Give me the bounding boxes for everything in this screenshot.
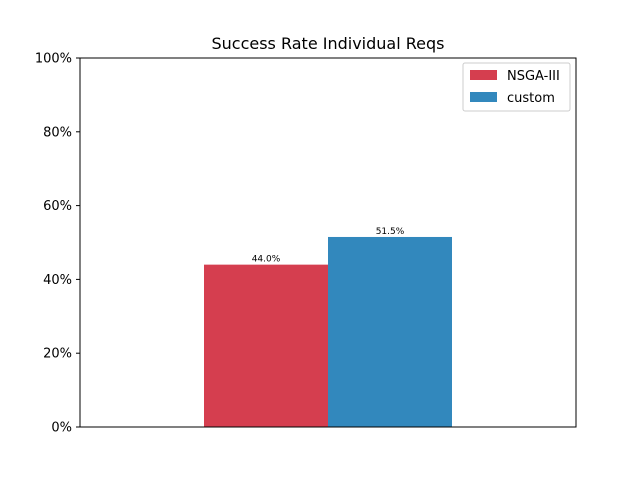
legend-swatch	[470, 70, 497, 80]
y-tick-label: 100%	[35, 52, 72, 67]
y-tick-label: 0%	[51, 421, 72, 436]
bars-layer: 44.0% 51.5%	[204, 227, 452, 427]
bar-nsga-iii	[204, 264, 328, 427]
bar-custom	[328, 236, 452, 427]
bar-value-label: 44.0%	[252, 255, 281, 265]
plot-frame	[79, 57, 577, 428]
y-tick-label: 20%	[43, 347, 72, 362]
legend: NSGA-III custom	[462, 62, 571, 112]
chart-title: Success Rate Individual Reqs	[211, 34, 444, 53]
bar-value-label: 51.5%	[376, 227, 405, 237]
y-tick-label: 80%	[43, 125, 72, 140]
y-axis-labels: 0% 20% 40% 60% 80% 100%	[35, 52, 80, 436]
legend-label: NSGA-III	[507, 69, 560, 84]
y-tick-label: 60%	[43, 199, 72, 214]
legend-swatch	[470, 92, 497, 102]
y-tick-label: 40%	[43, 273, 72, 288]
legend-label: custom	[507, 91, 555, 106]
